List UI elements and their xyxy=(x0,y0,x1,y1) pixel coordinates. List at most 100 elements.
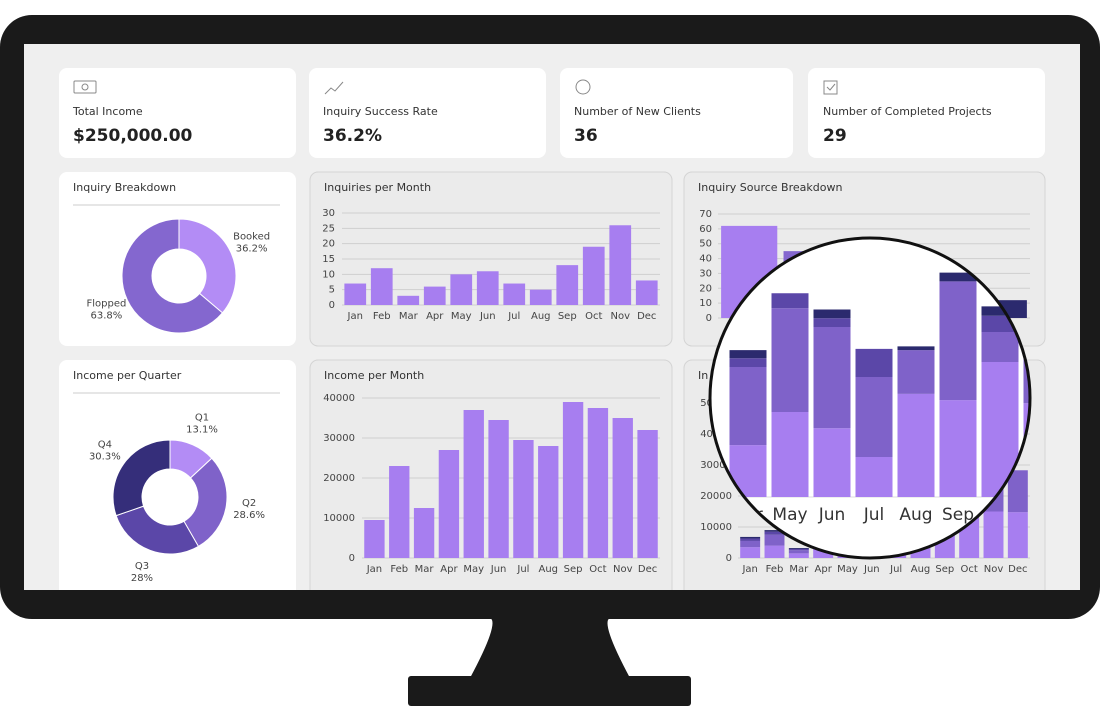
bar xyxy=(476,271,499,305)
zoom-bar-segment xyxy=(855,457,893,497)
y-tick-label: 10000 xyxy=(323,513,355,524)
bar xyxy=(513,440,534,558)
bar xyxy=(397,295,420,305)
x-tick-label: Jan xyxy=(366,564,382,575)
y-tick-label: 20 xyxy=(699,283,712,294)
x-tick-label: Mar xyxy=(415,564,435,575)
slice-label: Q4 xyxy=(98,440,112,451)
zoom-bar-segment xyxy=(813,309,851,319)
y-tick-label: 10 xyxy=(699,298,712,309)
bar xyxy=(562,402,584,558)
x-tick-label: Jun xyxy=(863,564,880,575)
slice-label: Q1 xyxy=(195,413,209,424)
monitor-neck xyxy=(470,618,630,678)
slice-label: Q3 xyxy=(135,561,149,572)
x-tick-label: May xyxy=(451,311,472,322)
bar xyxy=(609,225,632,305)
slice-label: Q2 xyxy=(242,498,256,509)
zoom-x-label: Jul xyxy=(863,505,885,525)
x-tick-label: Feb xyxy=(373,311,391,322)
bar xyxy=(370,268,393,305)
x-tick-label: Nov xyxy=(610,311,630,322)
x-tick-label: Sep xyxy=(558,311,577,322)
panel xyxy=(59,360,296,590)
chart-title: In xyxy=(698,369,708,382)
zoom-bar-segment xyxy=(897,393,935,497)
bar xyxy=(503,283,526,305)
zoom-bar-segment xyxy=(981,332,1019,362)
y-tick-label: 25 xyxy=(322,223,335,234)
zoom-x-label: Aug xyxy=(899,505,932,525)
zoom-bar-segment xyxy=(939,400,977,497)
bar xyxy=(438,450,460,558)
bar xyxy=(637,430,658,558)
zoom-x-label: May xyxy=(772,505,807,525)
bar-segment xyxy=(740,547,761,558)
donut-slice xyxy=(112,439,171,517)
x-tick-label: Jun xyxy=(479,311,496,322)
x-tick-label: Mar xyxy=(789,564,809,575)
x-tick-label: Sep xyxy=(564,564,583,575)
x-tick-label: Jul xyxy=(889,564,902,575)
bar xyxy=(450,274,473,305)
y-tick-label: 20 xyxy=(322,239,335,250)
y-tick-label: 30 xyxy=(322,208,335,219)
chart-title: Inquiry Breakdown xyxy=(73,181,176,194)
slice-value: 36.2% xyxy=(236,243,268,254)
zoom-bar-segment xyxy=(939,272,977,282)
slice-value: 63.8% xyxy=(91,311,123,322)
bar-segment xyxy=(788,549,809,551)
zoom-bar-segment xyxy=(813,318,851,327)
y-tick-label: 20000 xyxy=(700,491,732,502)
x-tick-label: Dec xyxy=(638,564,657,575)
bar xyxy=(538,446,559,558)
x-tick-label: Dec xyxy=(637,311,656,322)
y-tick-label: 60 xyxy=(699,224,712,235)
kpi-card xyxy=(560,68,793,158)
x-tick-label: Feb xyxy=(390,564,408,575)
y-tick-label: 30000 xyxy=(700,460,732,471)
bar-segment xyxy=(764,530,785,532)
slice-value: 30.3% xyxy=(89,452,121,463)
bar xyxy=(344,283,367,305)
bar-segment xyxy=(788,553,809,558)
donut-slice xyxy=(115,505,200,555)
y-tick-label: 20000 xyxy=(323,473,355,484)
x-tick-label: Oct xyxy=(961,564,978,575)
y-tick-label: 0 xyxy=(726,553,732,564)
trend-icon xyxy=(324,81,344,95)
x-tick-label: Mar xyxy=(399,311,419,322)
slice-value: 28% xyxy=(131,573,153,584)
donut-slice xyxy=(183,457,228,548)
bar-segment xyxy=(740,540,761,548)
x-tick-label: Aug xyxy=(538,564,558,575)
bar xyxy=(488,420,509,558)
zoom-x-label: Sep xyxy=(942,505,974,525)
card-value: 36 xyxy=(574,126,598,146)
y-tick-label: 40 xyxy=(699,254,712,265)
kpi-card xyxy=(309,68,546,158)
slice-value: 28.6% xyxy=(233,510,265,521)
zoom-bar-segment xyxy=(729,358,767,367)
bar xyxy=(587,408,609,558)
zoom-bar-segment xyxy=(771,412,809,497)
zoom-bar-segment xyxy=(939,281,977,401)
card-label: Number of Completed Projects xyxy=(823,105,992,118)
zoom-bar-segment xyxy=(855,348,893,377)
bar-segment xyxy=(1007,512,1028,558)
check-icon xyxy=(823,80,838,95)
bar-segment xyxy=(764,531,785,535)
bar xyxy=(556,265,579,305)
zoom-bar-segment xyxy=(729,367,767,446)
x-tick-label: May xyxy=(837,564,858,575)
zoom-bar-segment xyxy=(771,293,809,309)
y-tick-label: 0 xyxy=(329,300,335,311)
bar-segment xyxy=(764,545,785,558)
chart-title: Inquiries per Month xyxy=(324,181,431,194)
magnifier-rim xyxy=(708,236,1032,560)
x-tick-label: Feb xyxy=(766,564,784,575)
card-label: Number of New Clients xyxy=(574,105,701,118)
check-mark xyxy=(826,83,836,91)
x-tick-label: Apr xyxy=(440,564,458,575)
